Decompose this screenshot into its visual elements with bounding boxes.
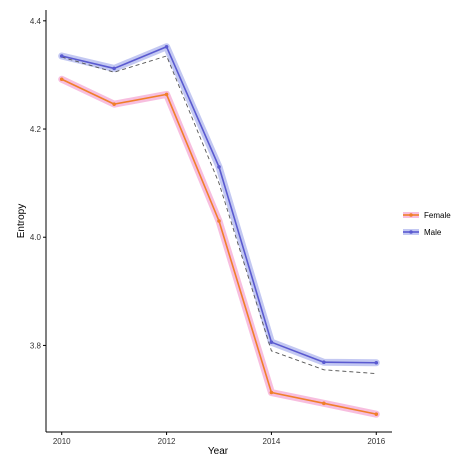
y-axis-ticks: 3.8 4.0 4.2 4.4 <box>30 17 46 350</box>
line-male <box>61 45 377 364</box>
point-female-2011 <box>112 102 116 106</box>
point-male-2010 <box>59 54 64 58</box>
legend-marker-male <box>409 230 413 234</box>
band-male <box>58 43 380 367</box>
point-male-2015 <box>322 360 326 365</box>
y-tick-label: 3.8 <box>30 341 42 350</box>
legend-label-female: Female <box>424 211 451 220</box>
point-male-2012 <box>164 44 169 49</box>
legend-label-male: Male <box>424 228 442 237</box>
x-tick-label: 2016 <box>367 437 385 446</box>
x-axis-ticks: 2010 2012 2014 2016 <box>53 432 386 446</box>
legend-marker-female <box>409 213 413 217</box>
y-tick-label: 4.2 <box>30 125 42 134</box>
point-female-2016 <box>374 412 379 416</box>
legend: Female Male <box>403 211 451 237</box>
x-tick-label: 2010 <box>53 437 71 446</box>
point-female-2012 <box>164 92 169 97</box>
point-male-2013 <box>217 165 221 169</box>
point-female-2014 <box>269 390 274 395</box>
x-axis-title: Year <box>208 446 229 457</box>
series-points <box>59 44 379 416</box>
point-female-2010 <box>59 77 64 82</box>
x-tick-label: 2012 <box>158 437 176 446</box>
x-tick-label: 2014 <box>263 437 281 446</box>
point-male-2014 <box>269 340 274 344</box>
y-tick-label: 4.0 <box>30 233 42 242</box>
y-axis-title: Entropy <box>16 204 27 238</box>
reference-lines <box>61 55 377 375</box>
point-female-2015 <box>322 401 326 406</box>
point-male-2011 <box>112 66 116 71</box>
y-tick-label: 4.4 <box>30 17 42 26</box>
point-male-2016 <box>374 360 379 365</box>
reference-dashed-line <box>61 55 377 375</box>
point-female-2013 <box>217 219 221 223</box>
